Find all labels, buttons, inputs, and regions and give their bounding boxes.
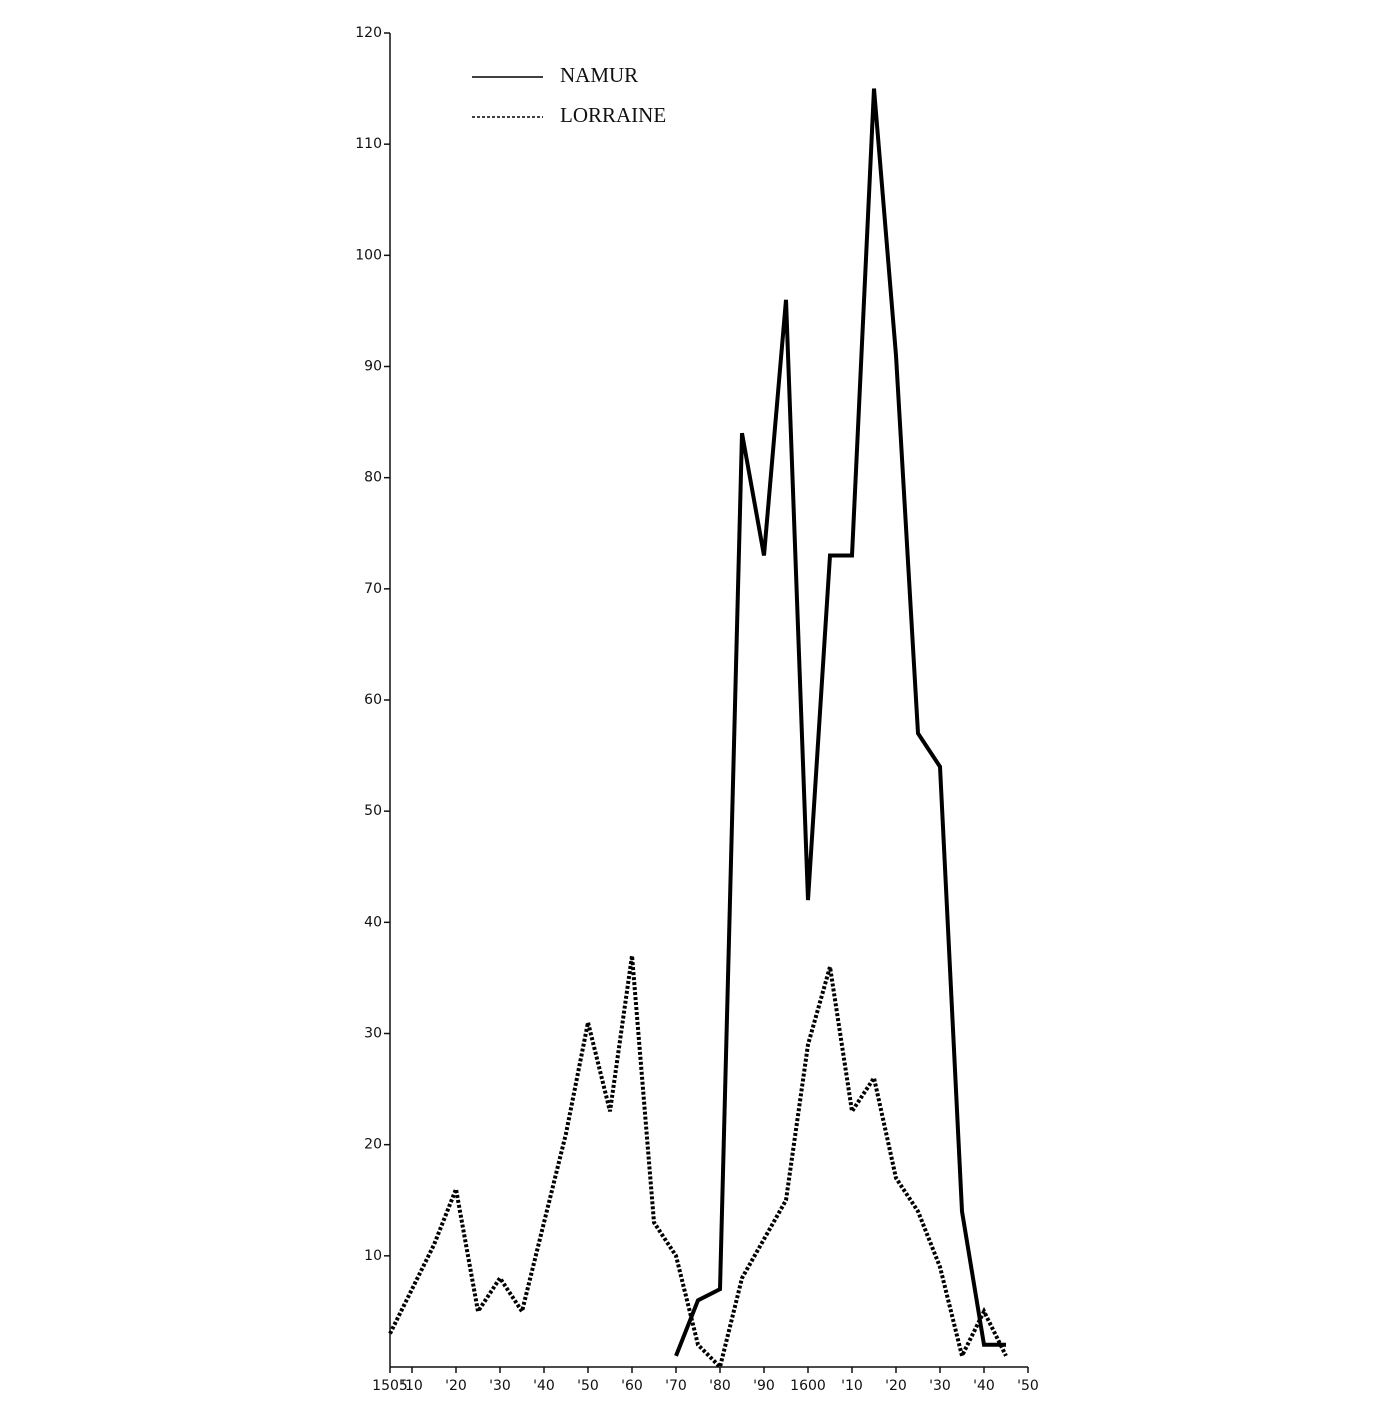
legend-label: NAMUR xyxy=(560,63,638,87)
y-tick-label: 100 xyxy=(355,247,382,263)
y-tick-label: 120 xyxy=(355,25,382,41)
x-tick-label: '60 xyxy=(621,1378,643,1394)
series-line xyxy=(674,88,1006,1357)
x-tick-label: '40 xyxy=(533,1378,555,1394)
y-tick-label: 70 xyxy=(364,581,382,597)
y-tick-label: 80 xyxy=(364,470,382,486)
legend-label: LORRAINE xyxy=(560,103,666,127)
x-tick-label: '50 xyxy=(1017,1378,1039,1394)
x-tick-label: '30 xyxy=(489,1378,511,1394)
x-tick-label: '20 xyxy=(885,1378,907,1394)
x-tick-label: '10 xyxy=(841,1378,863,1394)
x-tick-label: '40 xyxy=(973,1378,995,1394)
y-tick-label: 90 xyxy=(364,359,382,375)
y-tick-label: 60 xyxy=(364,692,382,708)
x-tick-label: '10 xyxy=(401,1378,423,1394)
x-tick-label: '80 xyxy=(709,1378,731,1394)
x-tick-label: '70 xyxy=(665,1378,687,1394)
y-tick-label: 20 xyxy=(364,1137,382,1153)
series-line xyxy=(388,955,1008,1371)
y-tick-label: 110 xyxy=(355,136,382,152)
x-tick-label: '20 xyxy=(445,1378,467,1394)
x-tick-label: '50 xyxy=(577,1378,599,1394)
x-tick-label: '90 xyxy=(753,1378,775,1394)
y-tick-label: 30 xyxy=(364,1026,382,1042)
y-tick-label: 40 xyxy=(364,914,382,930)
x-tick-label: '30 xyxy=(929,1378,951,1394)
x-tick-label: 1505 xyxy=(372,1378,408,1394)
y-tick-label: 10 xyxy=(364,1248,382,1264)
x-tick-label: 1600 xyxy=(790,1378,826,1394)
y-tick-label: 50 xyxy=(364,803,382,819)
